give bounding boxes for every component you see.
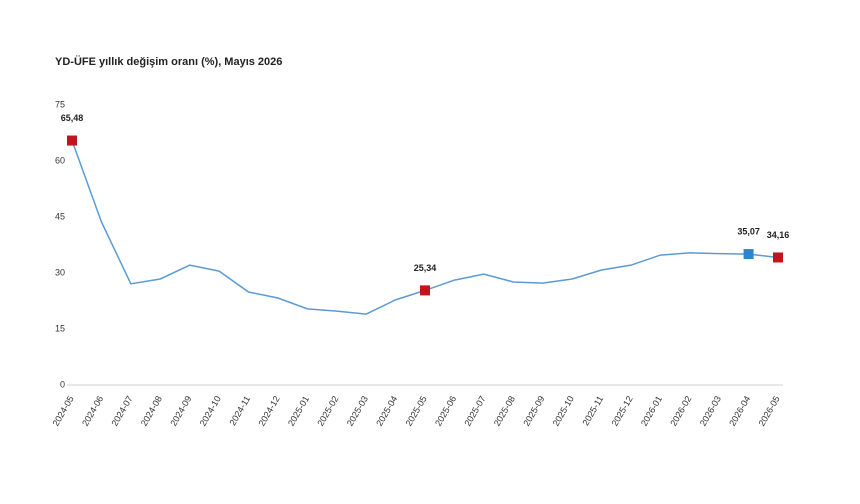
x-tick-label: 2025-05	[404, 394, 429, 428]
y-tick-label: 60	[55, 155, 65, 165]
x-tick-label: 2024-09	[168, 394, 193, 428]
value-label: 25,34	[414, 263, 437, 273]
x-tick-label: 2024-05	[51, 394, 76, 428]
x-tick-label: 2025-10	[551, 394, 576, 428]
x-tick-label: 2026-02	[668, 394, 693, 428]
value-label: 34,16	[767, 230, 790, 240]
x-tick-label: 2026-05	[757, 394, 782, 428]
value-label: 35,07	[737, 226, 760, 236]
point-marker	[420, 285, 430, 296]
y-tick-label: 45	[55, 211, 65, 221]
x-tick-label: 2025-01	[286, 394, 311, 428]
x-tick-label: 2025-08	[492, 394, 517, 428]
x-tick-label: 2025-06	[433, 394, 458, 428]
point-marker	[773, 252, 783, 263]
x-tick-label: 2025-11	[580, 394, 605, 427]
x-tick-label: 2024-08	[139, 394, 164, 428]
x-tick-label: 2025-07	[462, 394, 487, 428]
x-tick-label: 2025-03	[345, 394, 370, 428]
x-tick-label: 2026-04	[727, 394, 752, 428]
value-label: 65,48	[61, 113, 84, 123]
x-tick-label: 2024-12	[257, 394, 282, 428]
y-tick-label: 0	[60, 379, 65, 389]
x-tick-label: 2024-11	[227, 394, 252, 427]
x-tick-label: 2025-12	[610, 394, 635, 428]
chart-title: YD-ÜFE yıllık değişim oranı (%), Mayıs 2…	[55, 55, 282, 68]
y-tick-label: 75	[55, 99, 65, 109]
y-tick-label: 15	[55, 323, 65, 333]
point-marker	[743, 249, 754, 260]
x-tick-label: 2026-01	[639, 394, 664, 428]
x-tick-label: 2024-10	[198, 394, 223, 428]
y-tick-label: 30	[55, 267, 65, 277]
x-tick-label: 2025-02	[315, 394, 340, 428]
x-tick-label: 2024-06	[80, 394, 105, 428]
point-marker	[67, 135, 77, 146]
x-tick-label: 2025-09	[521, 394, 546, 428]
x-tick-label: 2026-03	[698, 394, 723, 428]
x-tick-label: 2025-04	[374, 394, 399, 428]
x-tick-label: 2024-07	[109, 394, 134, 428]
